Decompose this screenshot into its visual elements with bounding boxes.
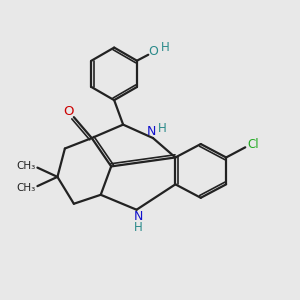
- Text: O: O: [148, 45, 158, 58]
- Text: N: N: [147, 125, 156, 138]
- Text: CH₃: CH₃: [16, 161, 36, 171]
- Text: CH₃: CH₃: [16, 183, 36, 193]
- Text: H: H: [160, 41, 169, 54]
- Text: N: N: [134, 210, 143, 223]
- Text: H: H: [134, 220, 142, 233]
- Text: Cl: Cl: [247, 138, 259, 151]
- Text: H: H: [158, 122, 167, 135]
- Text: O: O: [63, 105, 74, 118]
